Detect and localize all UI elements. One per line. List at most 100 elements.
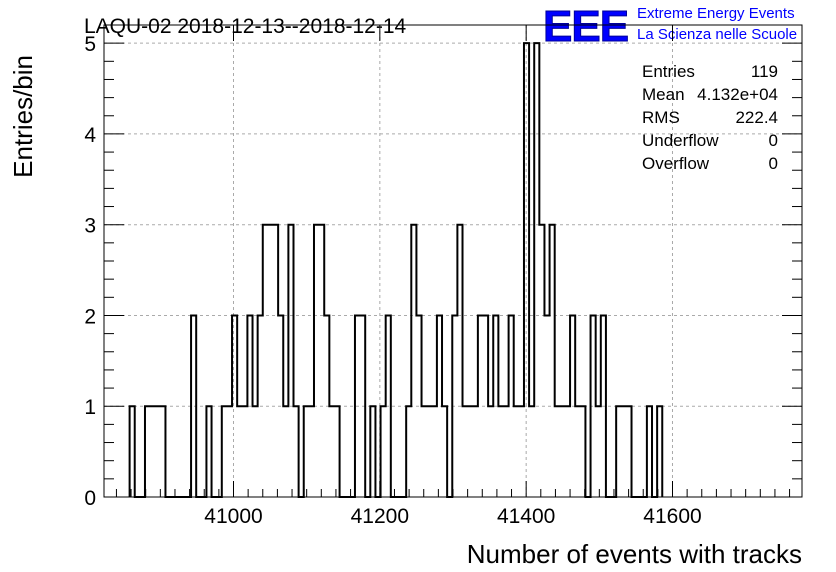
histogram-bin	[498, 406, 503, 497]
histogram-bin	[555, 406, 560, 497]
histogram-bin	[309, 406, 314, 497]
y-tick-label: 1	[84, 396, 96, 419]
histogram-bin	[437, 315, 442, 497]
histogram-bin	[647, 406, 652, 497]
histogram-bin	[242, 406, 247, 497]
histogram-series	[128, 42, 664, 498]
histogram-bin	[288, 225, 293, 497]
histogram-bin	[493, 315, 498, 497]
histogram-bin	[319, 225, 324, 497]
histogram-bin	[278, 315, 283, 497]
histogram-bin	[273, 225, 278, 497]
histogram-bin	[468, 406, 473, 497]
axes: 41000 41200 41400 41600 0 1 2 3 4 5	[84, 24, 803, 528]
histogram-bin	[416, 315, 421, 497]
histogram-bin	[503, 406, 508, 497]
histogram-bin	[334, 406, 339, 497]
histogram-bin	[293, 406, 298, 497]
histogram-bin	[560, 406, 565, 497]
histogram-bin	[314, 225, 319, 497]
histogram-bin	[355, 315, 360, 497]
histogram-bin	[509, 315, 514, 497]
histogram-bin	[544, 315, 549, 497]
histogram-bin	[478, 315, 483, 497]
y-axis-label: Entries/bin	[8, 55, 38, 178]
histogram-bin	[591, 315, 596, 497]
histogram-bin	[457, 225, 462, 497]
histogram-bin	[473, 406, 478, 497]
histogram-bin	[539, 225, 544, 497]
histogram-bin	[150, 406, 155, 497]
y-tick-label: 0	[84, 487, 96, 510]
x-axis-label: Number of events with tracks	[467, 539, 802, 569]
histogram-bin	[386, 315, 391, 497]
stats-label: Entries	[642, 62, 695, 81]
y-tick-label: 4	[84, 124, 96, 147]
y-tick-label: 3	[84, 215, 96, 238]
histogram-bin	[580, 406, 585, 497]
histogram-bin	[483, 315, 488, 497]
stats-value: 0	[769, 154, 778, 173]
histogram-bin	[232, 315, 237, 497]
histogram-bin	[657, 406, 662, 497]
histogram-bin	[575, 406, 580, 497]
stats-label: Overflow	[642, 154, 710, 173]
eee-logo: EEE Extreme Energy Events La Scienza nel…	[543, 2, 798, 52]
x-tick-label: 41400	[497, 505, 555, 528]
y-tick-label: 5	[84, 33, 96, 56]
histogram-bin	[283, 406, 288, 497]
histogram-bin	[534, 43, 539, 497]
histogram-bin	[222, 406, 227, 497]
histogram-bin	[258, 315, 263, 497]
histogram-bin	[268, 225, 273, 497]
logo-line-2: La Scienza nelle Scuole	[637, 26, 797, 43]
stats-value: 119	[751, 62, 778, 81]
logo-mark: EEE	[543, 2, 628, 51]
histogram-bin	[488, 406, 493, 497]
histogram-bin	[621, 406, 626, 497]
histogram-bin	[601, 315, 606, 497]
stats-value: 222.4	[735, 108, 778, 127]
stats-label: RMS	[642, 108, 680, 127]
histogram-bin	[519, 406, 524, 497]
histogram-bin	[160, 406, 165, 497]
histogram-bin	[524, 43, 529, 497]
histogram-bin	[237, 406, 242, 497]
y-tick-label: 2	[84, 305, 96, 328]
stats-label: Mean	[642, 85, 685, 104]
histogram-bin	[191, 315, 196, 497]
histogram-bin	[596, 406, 601, 497]
histogram-bin	[145, 406, 150, 497]
histogram-bin	[463, 406, 468, 497]
histogram-bin	[206, 406, 211, 497]
histogram-bin	[370, 406, 375, 497]
chart-title: LAQU-02 2018-12-13--2018-12-14	[84, 15, 407, 38]
x-tick-label: 41000	[204, 505, 262, 528]
histogram-bin	[452, 315, 457, 497]
histogram-bin	[432, 406, 437, 497]
stats-box: Entries 119 Mean 4.132e+04 RMS 222.4 Underflow…	[642, 62, 778, 173]
histogram-bin	[329, 406, 334, 497]
logo-line-1: Extreme Energy Events	[637, 5, 795, 22]
histogram-bin	[304, 406, 309, 497]
histogram-bin	[360, 315, 365, 497]
histogram-bin	[411, 225, 416, 497]
histogram-bin	[227, 406, 232, 497]
histogram-bin	[130, 406, 135, 497]
histogram-bin	[422, 406, 427, 497]
histogram-bin	[616, 406, 621, 497]
histogram-bin	[514, 406, 519, 497]
histogram-bin	[565, 406, 570, 497]
histogram-bin	[253, 406, 258, 497]
histogram-bin	[626, 406, 631, 497]
histogram-bin	[427, 406, 432, 497]
histogram-bin	[247, 315, 252, 497]
histogram-bin	[263, 225, 268, 497]
x-tick-label: 41600	[643, 505, 701, 528]
histogram-bin	[324, 315, 329, 497]
histogram-bin	[550, 225, 555, 497]
stats-label: Underflow	[642, 131, 719, 150]
histogram-bin	[442, 406, 447, 497]
histogram-bin	[529, 406, 534, 497]
